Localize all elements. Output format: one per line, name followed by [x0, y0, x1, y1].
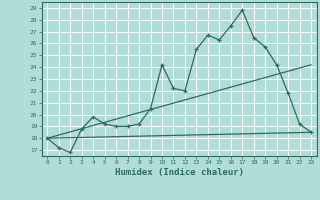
X-axis label: Humidex (Indice chaleur): Humidex (Indice chaleur) [115, 168, 244, 177]
